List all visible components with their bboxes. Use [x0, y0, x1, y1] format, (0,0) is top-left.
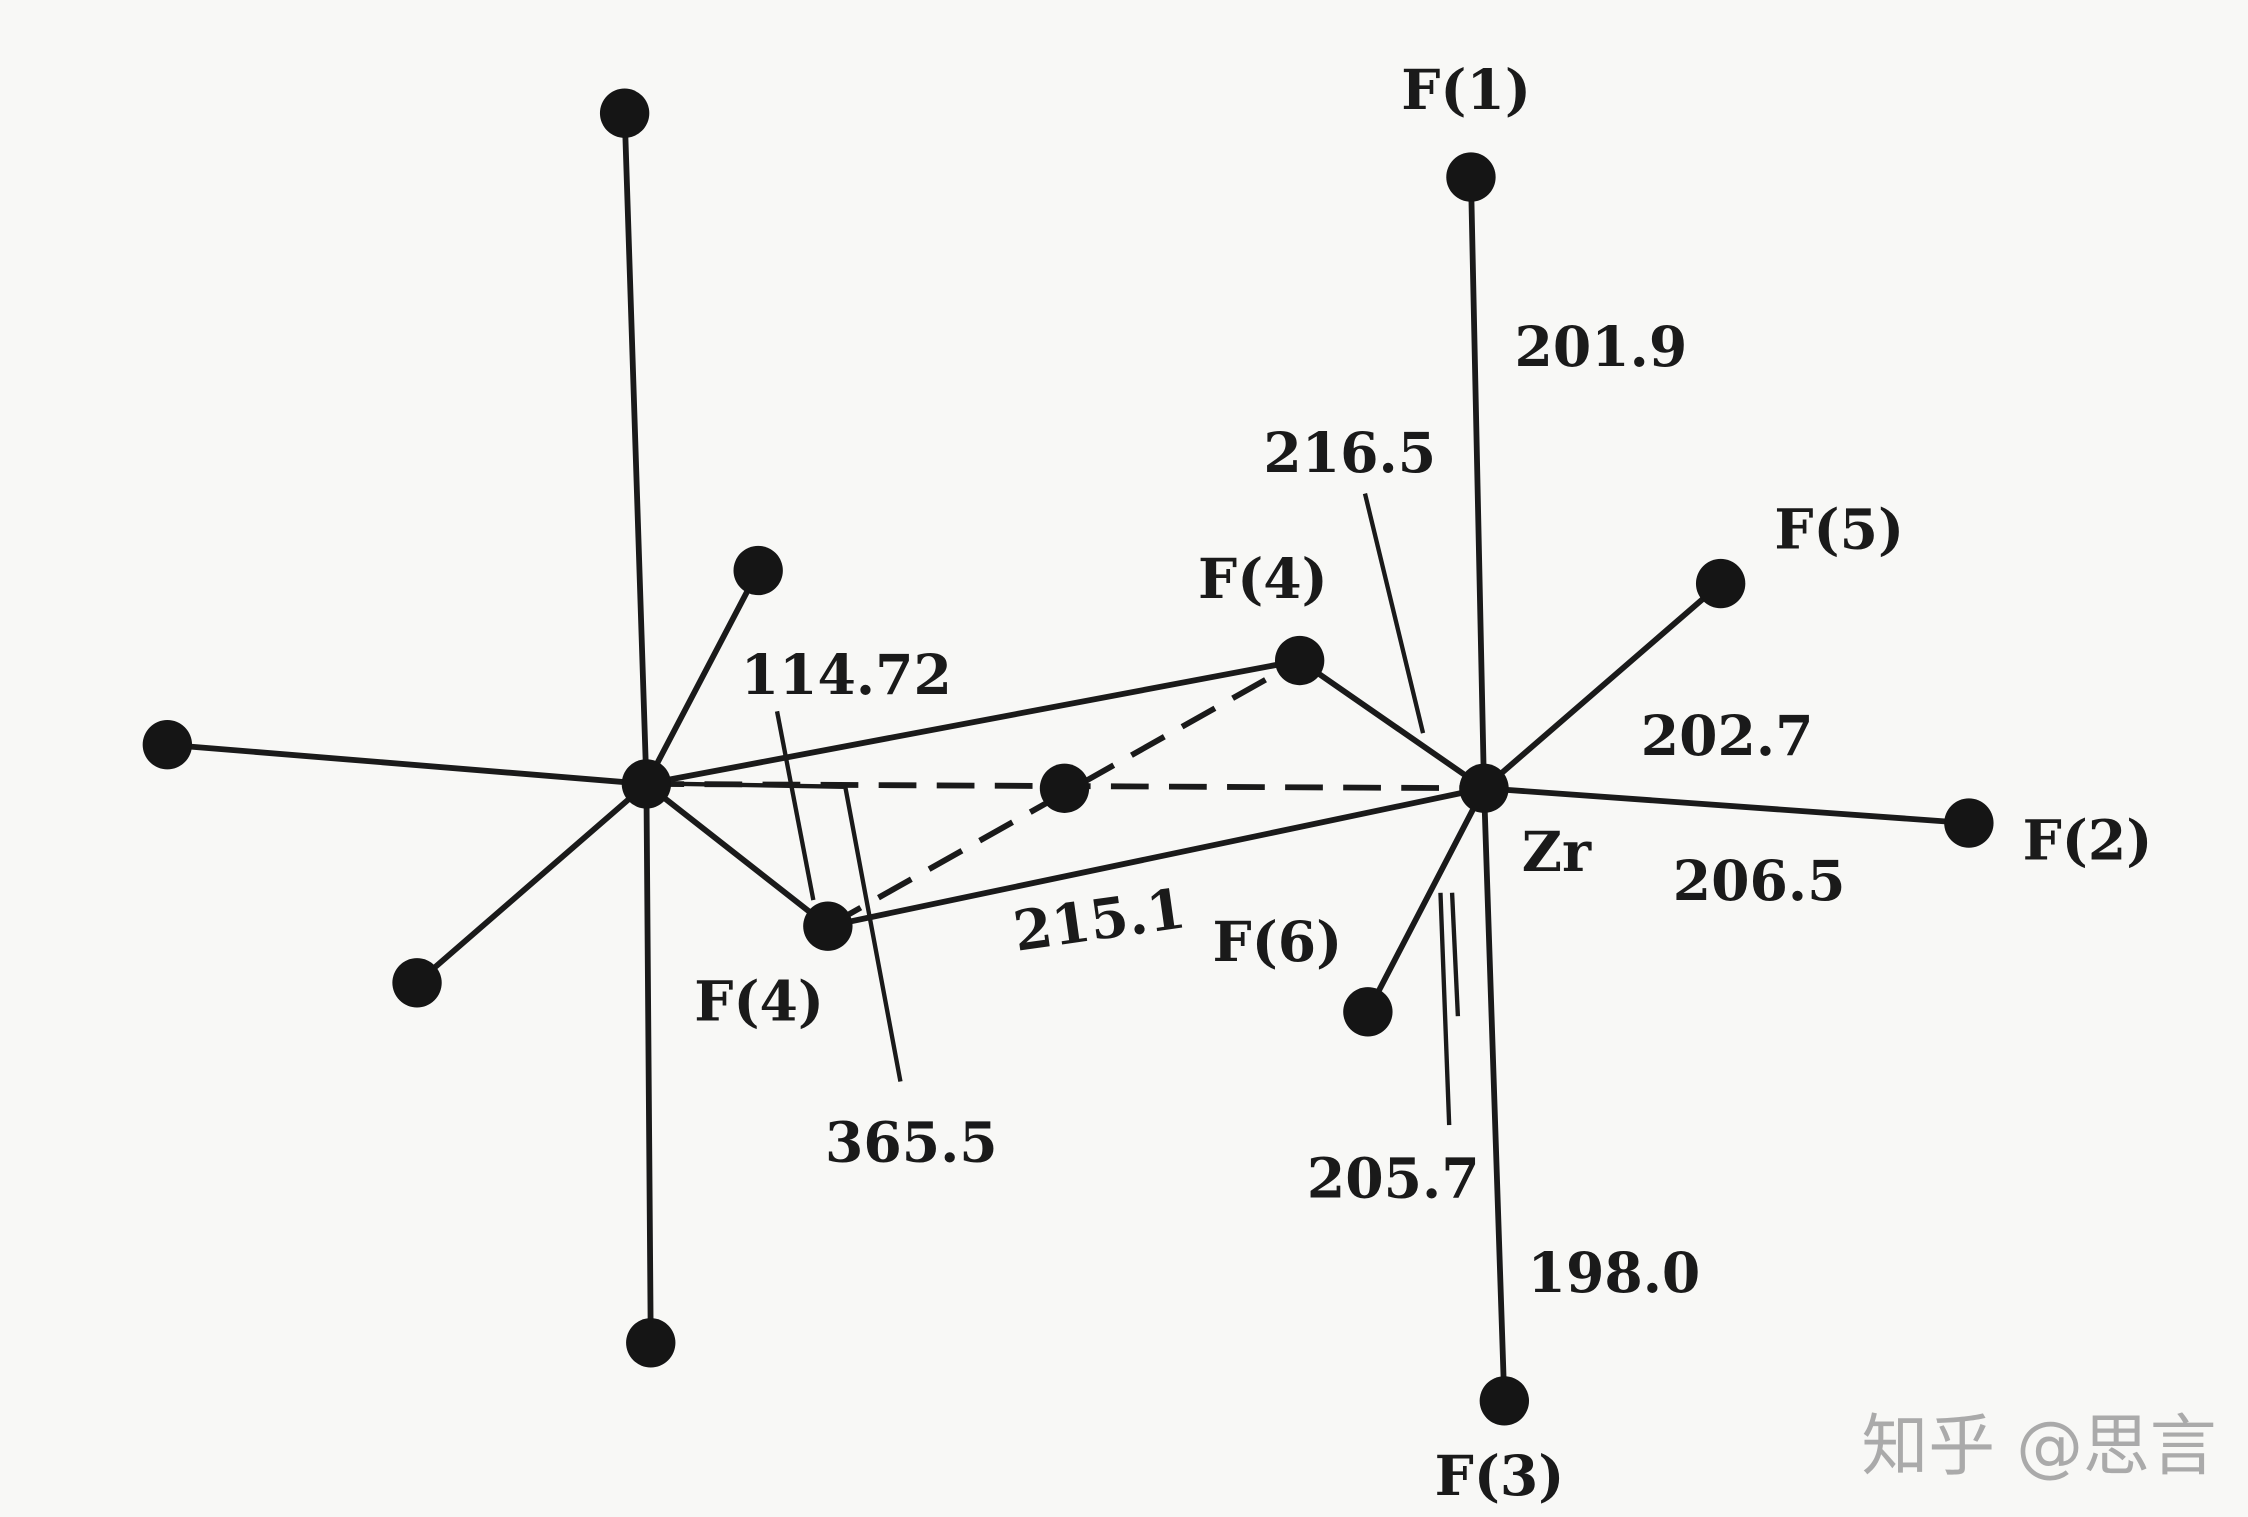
atom-f4-upper: [1274, 635, 1325, 686]
atom: [599, 88, 650, 138]
atom-f2: [1944, 798, 1994, 848]
leader-216-5: [1362, 493, 1426, 734]
label-f5: F(5): [1774, 498, 1904, 563]
dist-zr-f1: 201.9: [1515, 315, 1688, 380]
bond: [643, 781, 654, 1346]
angle-label: 114.72: [741, 643, 952, 708]
dist-zr-f4: 216.5: [1263, 421, 1436, 486]
atoms: [142, 88, 1994, 1426]
dist-zr-f3: 198.0: [1528, 1241, 1701, 1306]
label-f4-lower: F(4): [694, 970, 824, 1035]
dist-zr-zr: 365.5: [825, 1110, 998, 1175]
right-zr-bonds: [824, 174, 1972, 1404]
label-zr: Zr: [1522, 820, 1592, 885]
label-f1: F(1): [1401, 58, 1531, 123]
atom-f3: [1479, 1376, 1530, 1426]
dist-zr-f5: 202.7: [1641, 704, 1814, 769]
atom: [626, 1318, 676, 1368]
atom-f5: [1695, 558, 1746, 609]
bond: [414, 781, 650, 986]
bond-zr-f1: [1468, 174, 1487, 792]
leader-365-5: [682, 781, 903, 1082]
bond-zr-f2: [1481, 785, 1972, 827]
bond-zr-f3: [1481, 785, 1508, 1404]
bond: [643, 567, 762, 787]
atom: [392, 958, 442, 1008]
bond-zr-f4-bridge: [824, 785, 1487, 930]
watermark: 知乎 @思言: [1861, 1407, 2216, 1485]
atom-zr: [1459, 763, 1509, 813]
bond-zr-f5: [1481, 580, 1724, 792]
atom-zr-left: [621, 759, 672, 809]
bond: [621, 110, 650, 787]
dist-zr-f6: 205.7: [1307, 1147, 1480, 1212]
atom: [142, 720, 193, 770]
left-zr-bonds: [164, 110, 1303, 1346]
leader-205-7b: [1449, 892, 1461, 1017]
label-f6: F(6): [1213, 910, 1343, 975]
label-f3: F(3): [1435, 1444, 1565, 1509]
atom-f4-lower: [803, 901, 853, 951]
atom-f1: [1446, 152, 1496, 202]
bond-zr-f4: [1296, 657, 1487, 792]
label-f4-upper: F(4): [1198, 547, 1328, 612]
leader-205-7: [1438, 892, 1452, 1126]
label-f2: F(2): [2023, 808, 2153, 873]
atom-f6: [1343, 987, 1393, 1037]
atom: [733, 545, 783, 596]
bond: [164, 741, 650, 787]
f4-f4-dashed: [826, 657, 1302, 929]
dist-bridge: 215.1: [1009, 876, 1189, 964]
atom-center: [1039, 763, 1090, 813]
bond: [643, 657, 1303, 787]
bond: [643, 781, 831, 930]
bond-zr-f6: [1364, 785, 1487, 1015]
dist-zr-f2: 206.5: [1673, 849, 1846, 914]
leader-angle: [774, 710, 816, 901]
